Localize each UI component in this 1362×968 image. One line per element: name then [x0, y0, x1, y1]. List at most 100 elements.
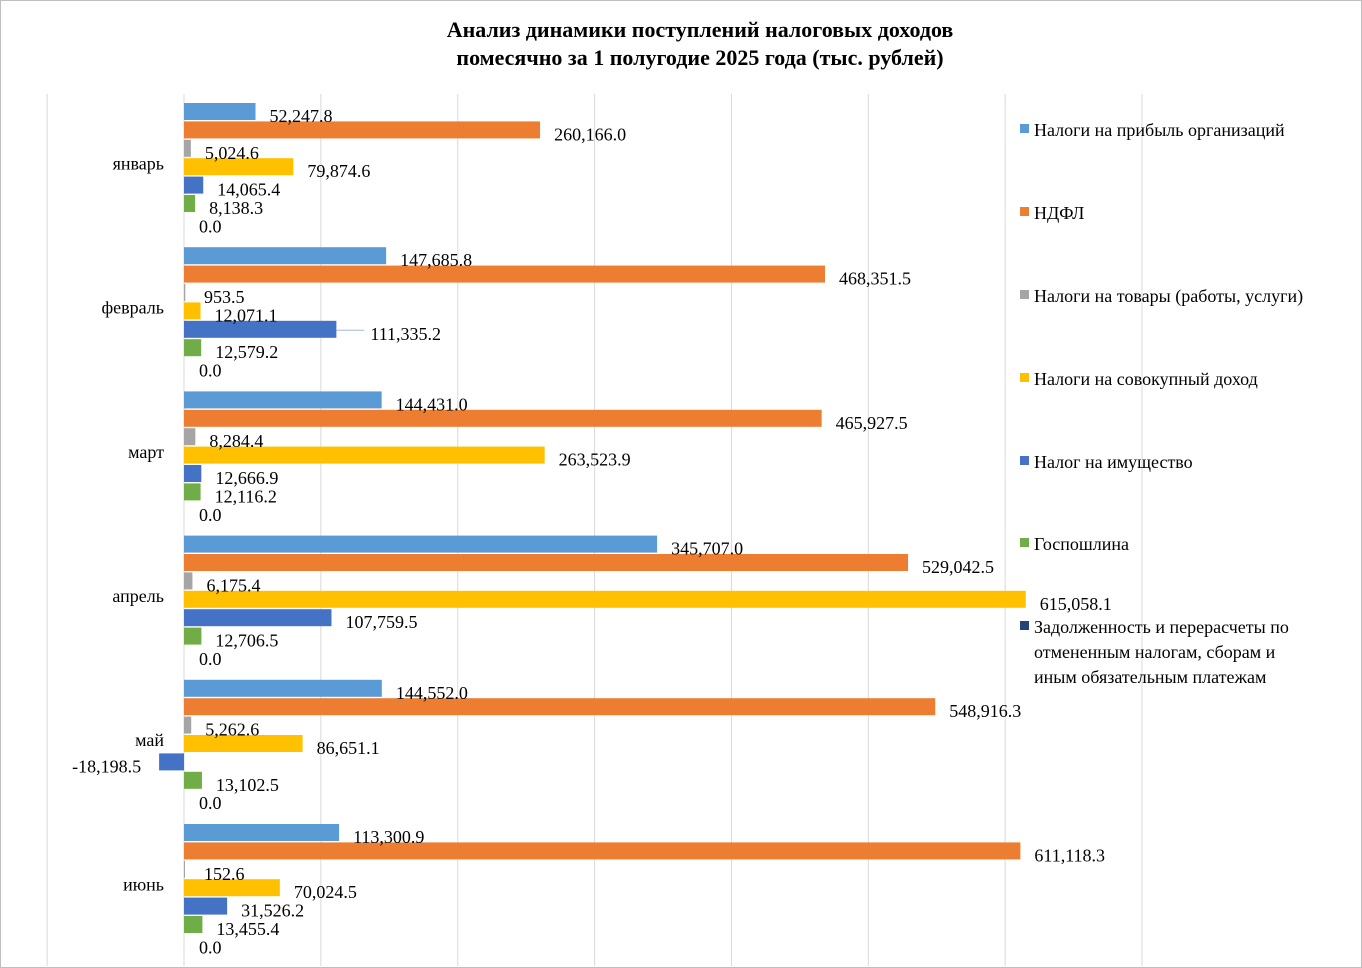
- legend-entry: Налоги на прибыль организаций: [1034, 120, 1285, 140]
- data-label: 107,759.5: [345, 612, 417, 632]
- data-label: 111,335.2: [370, 324, 441, 344]
- data-label: 8,138.3: [209, 198, 263, 218]
- bar: [184, 320, 337, 338]
- bar: [184, 139, 191, 157]
- bar: [184, 897, 228, 915]
- legend-swatch: [1020, 621, 1029, 630]
- bar: [184, 771, 202, 789]
- bar: [184, 302, 201, 320]
- legend-entry: Госпошлина: [1034, 534, 1129, 554]
- data-label: 70,024.5: [294, 882, 357, 902]
- chart-title-line-1: Анализ динамики поступлений налоговых до…: [446, 17, 954, 42]
- legend-swatch: [1020, 538, 1029, 547]
- data-label: 12,116.2: [215, 486, 277, 506]
- legend-swatch: [1020, 373, 1029, 382]
- data-label: 260,166.0: [554, 124, 626, 144]
- bar: [184, 842, 1021, 860]
- legend-entry: Налог на имущество: [1034, 452, 1193, 472]
- data-label: 79,874.6: [307, 161, 370, 181]
- bars: [159, 103, 1026, 933]
- category-label: май: [135, 730, 164, 750]
- data-label: 548,916.3: [949, 701, 1021, 721]
- data-label: 144,552.0: [396, 683, 468, 703]
- category-label: март: [128, 442, 164, 462]
- data-label: 6,175.4: [206, 575, 260, 595]
- bar: [184, 265, 825, 283]
- bar: [184, 121, 541, 139]
- data-label: -18,198.5: [72, 756, 141, 776]
- bar: [184, 339, 202, 357]
- gridlines: [46, 94, 1143, 966]
- bar: [184, 716, 192, 734]
- legend-entry: НДФЛ: [1034, 203, 1084, 223]
- data-label: 14,065.4: [217, 180, 280, 200]
- bar: [184, 535, 658, 553]
- data-label: 52,247.8: [270, 106, 333, 126]
- data-label: 465,927.5: [836, 413, 908, 433]
- bar: [184, 176, 204, 194]
- data-label: 953.5: [204, 287, 245, 307]
- data-label: 152.6: [204, 864, 245, 884]
- bar: [159, 753, 184, 771]
- legend-entry: Налоги на товары (работы, услуги): [1034, 286, 1303, 307]
- data-label: 468,351.5: [839, 269, 911, 289]
- data-label: 13,455.4: [216, 919, 279, 939]
- data-label: 31,526.2: [241, 901, 304, 921]
- bar: [184, 698, 936, 716]
- category-label: февраль: [102, 298, 165, 318]
- data-labels: 52,247.8 260,166.0 5,024.6 79,874.6 14,065.4…: [72, 106, 1112, 957]
- legend: Налоги на прибыль организаций НДФЛ Налоги …: [1020, 120, 1303, 687]
- data-label: 5,024.6: [205, 143, 259, 163]
- data-label: 5,262.6: [205, 720, 259, 740]
- bar: [184, 247, 387, 265]
- data-label: 13,102.5: [216, 775, 279, 795]
- data-label: 12,666.9: [215, 468, 278, 488]
- data-label: 345,707.0: [671, 539, 743, 559]
- category-label: январь: [113, 153, 164, 173]
- legend-entry: отмененным налогам, сборам и: [1034, 642, 1276, 662]
- data-label: 0.0: [199, 505, 222, 525]
- bar: [184, 879, 280, 897]
- data-label: 113,300.9: [353, 827, 424, 847]
- bar: [184, 824, 340, 841]
- bar: [184, 158, 294, 176]
- data-label: 86,651.1: [317, 738, 380, 758]
- bar: [184, 590, 1026, 608]
- bar: [184, 609, 332, 627]
- data-label: 12,071.1: [215, 305, 278, 325]
- data-label: 529,042.5: [922, 557, 994, 577]
- bar: [184, 483, 201, 501]
- bar: [184, 428, 196, 446]
- data-label: 144,431.0: [396, 394, 468, 414]
- bar: [184, 572, 193, 590]
- bar: [184, 391, 382, 409]
- data-label: 12,706.5: [215, 631, 278, 651]
- legend-entry: Задолженность и перерасчеты по: [1034, 617, 1289, 637]
- data-label: 0.0: [199, 793, 222, 813]
- chart-title-line-2: помесячно за 1 полугодие 2025 года (тыс.…: [456, 45, 944, 70]
- data-label: 0.0: [199, 649, 222, 669]
- legend-swatch: [1020, 124, 1029, 133]
- category-label: июнь: [123, 874, 164, 894]
- category-label: апрель: [112, 586, 164, 606]
- category-labels: январь февраль март апрель май июнь: [102, 153, 165, 894]
- data-label: 0.0: [199, 361, 222, 381]
- bar: [184, 554, 909, 571]
- bar: [184, 195, 196, 212]
- data-label: 615,058.1: [1040, 594, 1112, 614]
- bar: [184, 409, 822, 427]
- legend-swatch: [1020, 456, 1029, 465]
- bar: [184, 446, 545, 464]
- data-label: 147,685.8: [400, 250, 472, 270]
- bar: [184, 627, 202, 645]
- data-label: 0.0: [199, 937, 222, 957]
- data-label: 611,118.3: [1034, 845, 1105, 865]
- legend-swatch: [1020, 207, 1029, 216]
- legend-entry: Налоги на совокупный доход: [1034, 369, 1258, 389]
- legend-swatch: [1020, 290, 1029, 299]
- bar: [184, 860, 185, 878]
- legend-entry: иным обязательным платежам: [1034, 667, 1266, 687]
- bar: [184, 103, 256, 120]
- data-label: 12,579.2: [215, 342, 278, 362]
